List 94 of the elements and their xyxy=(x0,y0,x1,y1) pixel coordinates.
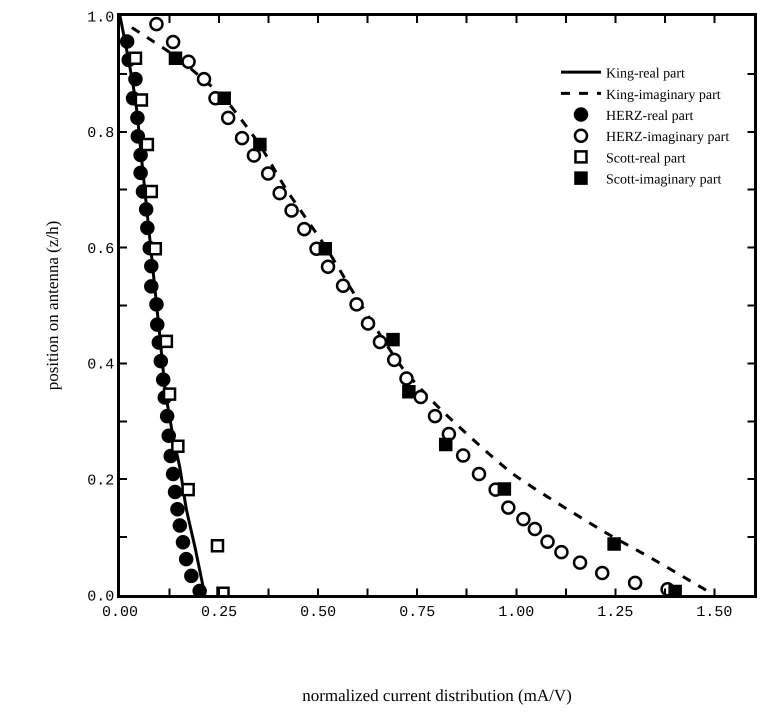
point xyxy=(498,482,512,496)
point xyxy=(516,512,531,526)
point xyxy=(320,259,336,274)
point xyxy=(196,72,212,86)
point xyxy=(149,297,164,312)
point xyxy=(336,278,350,294)
point xyxy=(149,16,164,32)
point xyxy=(133,148,148,162)
point xyxy=(399,371,414,386)
point xyxy=(144,279,159,294)
point xyxy=(360,316,376,331)
point xyxy=(318,242,332,256)
y-axis-title: position on antenna (z/h) xyxy=(42,220,62,390)
point xyxy=(133,166,148,180)
legend-label: HERZ-real part xyxy=(606,108,694,124)
legend-label: Scott-imaginary part xyxy=(606,172,722,188)
point xyxy=(260,166,276,181)
point xyxy=(161,428,176,444)
point xyxy=(178,552,194,566)
x-tick-label: 0.50 xyxy=(300,604,336,621)
point xyxy=(428,408,442,424)
point xyxy=(160,334,174,348)
point xyxy=(138,202,154,217)
point xyxy=(181,54,196,69)
y-tick-label: 0.4 xyxy=(87,356,114,374)
point xyxy=(134,93,148,107)
point xyxy=(130,110,145,126)
y-tick-label: 0.0 xyxy=(87,588,114,606)
legend-label: King-real part xyxy=(606,66,685,82)
legend-label: HERZ-imaginary part xyxy=(606,130,730,146)
point xyxy=(156,372,170,387)
point xyxy=(438,438,452,452)
y-tick-label: 1.0 xyxy=(87,9,114,26)
point xyxy=(210,539,224,553)
point xyxy=(166,34,180,50)
point xyxy=(120,34,134,49)
point xyxy=(386,352,402,368)
x-axis-title: normalized current distribution (mA/V) xyxy=(302,686,572,706)
point xyxy=(607,537,621,551)
point xyxy=(171,439,185,453)
point xyxy=(166,466,180,482)
x-tick-label: 1.50 xyxy=(696,604,732,621)
point xyxy=(297,222,312,236)
point xyxy=(217,91,231,105)
x-tick-label: 0.00 xyxy=(102,604,138,621)
legend-label: King-imaginary part xyxy=(606,88,721,103)
point xyxy=(154,354,168,368)
point xyxy=(349,297,364,312)
point xyxy=(572,555,588,570)
point xyxy=(128,72,143,86)
y-tick-label: 0.2 xyxy=(87,472,114,490)
point xyxy=(140,220,155,236)
point xyxy=(144,184,158,198)
point xyxy=(554,544,569,560)
point xyxy=(246,148,262,163)
point xyxy=(150,317,164,332)
point xyxy=(414,390,428,404)
x-tick-label: 1.25 xyxy=(597,604,634,621)
point xyxy=(284,203,299,218)
point xyxy=(234,130,250,146)
point xyxy=(130,129,146,144)
point xyxy=(176,535,190,550)
point xyxy=(628,576,642,590)
point xyxy=(184,568,199,584)
point xyxy=(220,110,236,126)
point xyxy=(456,448,470,463)
point xyxy=(594,566,610,580)
point xyxy=(128,52,142,66)
point xyxy=(160,408,174,424)
point xyxy=(168,52,182,66)
point xyxy=(172,518,188,533)
x-tick-label: 0.25 xyxy=(201,604,238,621)
point xyxy=(144,258,159,274)
point xyxy=(528,522,542,536)
x-tick-label: 0.75 xyxy=(399,604,436,621)
point xyxy=(253,138,267,152)
point xyxy=(181,482,195,496)
point xyxy=(402,385,416,399)
point xyxy=(540,534,555,549)
y-tick-label: 0.6 xyxy=(87,240,114,258)
y-tick-label: 0.8 xyxy=(87,125,114,142)
legend-label: Scott-real part xyxy=(606,151,686,166)
point xyxy=(472,466,486,482)
point xyxy=(148,242,162,256)
point xyxy=(501,500,516,515)
point xyxy=(170,502,185,517)
point xyxy=(140,138,154,152)
point xyxy=(372,334,388,350)
point xyxy=(162,387,176,401)
point xyxy=(386,332,400,346)
x-tick-label: 1.00 xyxy=(498,604,534,621)
point xyxy=(163,448,178,464)
point xyxy=(272,186,287,200)
point xyxy=(168,484,182,500)
